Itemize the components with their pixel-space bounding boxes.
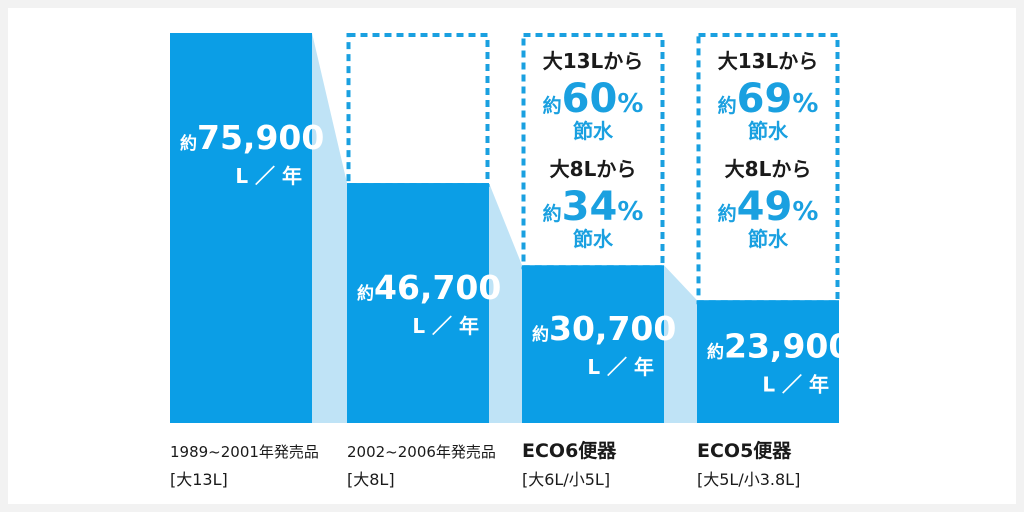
category-label-4: ECO5便器 (697, 440, 792, 462)
bar-2 (347, 183, 489, 423)
saving-from-3-1: 大13Lから (543, 49, 644, 73)
saving-number: 49 (737, 184, 793, 230)
category-sublabel-4: [大5L/小3.8L] (697, 470, 800, 489)
bar-group-1: 約75,900 L ／ 年 1989~2001年発売品 [大13L] (170, 33, 324, 489)
saving-label-3-2: 節水 (573, 227, 614, 251)
saving-suffix: % (617, 89, 643, 119)
saving-number: 34 (562, 184, 618, 230)
saving-prefix: 約 (543, 202, 562, 225)
saving-prefix: 約 (718, 94, 737, 117)
bar-3 (522, 265, 664, 423)
bar-4 (697, 300, 839, 423)
unit-label-4: L ／ 年 (762, 373, 829, 397)
category-sublabel-2: [大8L] (347, 470, 395, 489)
saving-percent-4-2: 約49% (718, 184, 819, 230)
category-label-3: ECO6便器 (522, 440, 617, 462)
saving-percent-4-1: 約69% (718, 76, 819, 122)
category-label-2: 2002~2006年発売品 (347, 443, 496, 461)
saving-prefix: 約 (718, 202, 737, 225)
saving-label-4-1: 節水 (748, 119, 789, 143)
connector-2 (489, 183, 522, 423)
category-sublabel-3: [大6L/小5L] (522, 470, 610, 489)
saving-from-3-2: 大8Lから (550, 157, 637, 181)
connector-1 (312, 33, 347, 423)
saving-prefix: 約 (543, 94, 562, 117)
saving-from-4-1: 大13Lから (718, 49, 819, 73)
value-number-3: 30,700 (549, 309, 676, 348)
value-number-4: 23,900 (724, 327, 851, 366)
saving-percent-3-2: 約34% (543, 184, 644, 230)
saving-label-4-2: 節水 (748, 227, 789, 251)
value-prefix-4: 約 (707, 342, 724, 363)
value-prefix-1: 約 (180, 133, 197, 154)
saving-suffix: % (792, 197, 818, 227)
category-label-1: 1989~2001年発売品 (170, 443, 319, 461)
unit-label-3: L ／ 年 (587, 355, 654, 379)
previous-level-frame-2 (346, 33, 490, 188)
value-label-2: 約46,700 (357, 268, 501, 307)
saving-suffix: % (792, 89, 818, 119)
connector-3 (664, 265, 697, 423)
category-sublabel-1: [大13L] (170, 470, 228, 489)
unit-label-1: L ／ 年 (235, 164, 302, 188)
saving-label-3-1: 節水 (573, 119, 614, 143)
value-label-1: 約75,900 (180, 118, 324, 157)
saving-number: 69 (737, 76, 793, 122)
value-number-1: 75,900 (197, 118, 324, 157)
value-prefix-3: 約 (532, 324, 549, 345)
bar-1 (170, 33, 312, 423)
saving-percent-3-1: 約60% (543, 76, 644, 122)
chart-canvas: 約75,900 L ／ 年 1989~2001年発売品 [大13L] 約46,700 L … (8, 8, 1016, 504)
value-label-3: 約30,700 (532, 309, 676, 348)
bar-group-2: 約46,700 L ／ 年 2002~2006年発売品 [大8L] (346, 33, 501, 489)
value-prefix-2: 約 (357, 283, 374, 304)
unit-label-2: L ／ 年 (412, 314, 479, 338)
saving-number: 60 (562, 76, 618, 122)
previous-level-frame-3 (521, 33, 665, 270)
saving-from-4-2: 大8Lから (725, 157, 812, 181)
value-label-4: 約23,900 (707, 327, 851, 366)
saving-suffix: % (617, 197, 643, 227)
previous-level-frame-4 (696, 33, 840, 305)
value-number-2: 46,700 (374, 268, 501, 307)
